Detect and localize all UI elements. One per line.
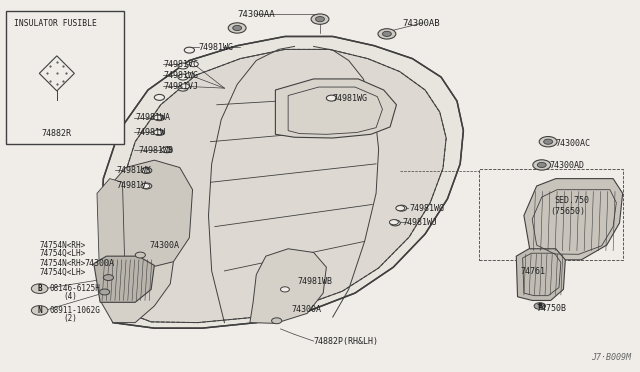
Text: 74300A: 74300A: [291, 305, 321, 314]
Circle shape: [154, 94, 164, 100]
Text: 74882P(RH&LH): 74882P(RH&LH): [314, 337, 379, 346]
Circle shape: [383, 31, 392, 36]
Circle shape: [316, 16, 324, 22]
Circle shape: [534, 303, 545, 310]
Text: 74981WG: 74981WG: [164, 71, 199, 80]
Polygon shape: [250, 249, 326, 323]
Text: 74300A: 74300A: [149, 241, 179, 250]
Circle shape: [180, 84, 189, 89]
Text: (2): (2): [64, 314, 77, 323]
Circle shape: [382, 31, 392, 37]
Polygon shape: [94, 256, 154, 302]
Text: 74981VC: 74981VC: [164, 60, 199, 69]
Circle shape: [232, 24, 243, 30]
Circle shape: [378, 29, 396, 39]
Circle shape: [540, 137, 557, 147]
Circle shape: [538, 162, 546, 167]
Text: J7·B009M: J7·B009M: [591, 353, 631, 362]
Text: 08911-1062G: 08911-1062G: [49, 306, 100, 315]
Circle shape: [233, 25, 242, 31]
Circle shape: [178, 63, 188, 69]
Polygon shape: [103, 160, 193, 268]
Polygon shape: [516, 249, 565, 301]
FancyBboxPatch shape: [6, 11, 124, 144]
Text: 74981WA: 74981WA: [135, 113, 170, 122]
Circle shape: [326, 95, 337, 101]
Circle shape: [311, 14, 329, 24]
Text: 74981W: 74981W: [135, 128, 165, 137]
Polygon shape: [275, 79, 396, 138]
Circle shape: [315, 16, 325, 22]
Circle shape: [184, 47, 195, 53]
Text: 74981VJ: 74981VJ: [164, 82, 199, 91]
Text: 74981WJ: 74981WJ: [403, 218, 438, 227]
Text: 74754Q<LH>: 74754Q<LH>: [40, 268, 86, 277]
Circle shape: [141, 167, 152, 173]
Text: 74981WG: 74981WG: [409, 203, 444, 213]
Text: (4): (4): [64, 292, 77, 301]
Polygon shape: [100, 249, 173, 323]
Text: 74981WB: 74981WB: [138, 147, 173, 155]
Text: 74300A: 74300A: [84, 259, 114, 268]
Text: N: N: [37, 306, 42, 315]
Circle shape: [141, 183, 150, 189]
Circle shape: [537, 161, 547, 167]
Circle shape: [271, 318, 282, 324]
Circle shape: [154, 129, 164, 135]
Text: 74754N<RH>: 74754N<RH>: [40, 241, 86, 250]
Circle shape: [189, 62, 198, 67]
Circle shape: [154, 115, 164, 121]
Text: (75650): (75650): [550, 206, 586, 216]
Text: B: B: [537, 303, 543, 309]
Circle shape: [31, 306, 48, 315]
Text: 74981WG: 74981WG: [333, 94, 368, 103]
Circle shape: [228, 23, 246, 33]
Circle shape: [533, 160, 550, 170]
Text: SED.750: SED.750: [554, 196, 589, 205]
Text: 74300AC: 74300AC: [556, 139, 591, 148]
Polygon shape: [117, 49, 446, 323]
Circle shape: [161, 147, 170, 153]
Circle shape: [135, 252, 145, 258]
Circle shape: [154, 115, 163, 120]
Circle shape: [178, 74, 188, 80]
Circle shape: [162, 147, 172, 153]
Text: 74981V: 74981V: [116, 182, 146, 190]
Text: 74754N<RH>: 74754N<RH>: [40, 259, 86, 268]
Text: 74761: 74761: [521, 267, 546, 276]
Text: 74750B: 74750B: [537, 304, 566, 313]
Polygon shape: [524, 179, 623, 260]
Circle shape: [141, 183, 152, 189]
Circle shape: [390, 219, 398, 225]
Circle shape: [141, 168, 150, 173]
Circle shape: [154, 130, 163, 135]
Circle shape: [396, 206, 404, 211]
Text: 74300AD: 74300AD: [549, 161, 584, 170]
Circle shape: [396, 205, 406, 211]
Circle shape: [103, 275, 113, 280]
Text: 74882R: 74882R: [42, 129, 72, 138]
Polygon shape: [97, 179, 125, 297]
Text: 74981WB: 74981WB: [298, 278, 333, 286]
Circle shape: [31, 284, 48, 294]
Circle shape: [543, 139, 553, 145]
Circle shape: [280, 287, 289, 292]
Circle shape: [100, 289, 109, 295]
Text: 74300AA: 74300AA: [237, 10, 275, 19]
Circle shape: [390, 220, 400, 226]
Circle shape: [543, 139, 552, 144]
Circle shape: [178, 85, 188, 91]
Polygon shape: [100, 36, 463, 328]
Text: 74981WG: 74981WG: [199, 43, 234, 52]
Text: 74754Q<LH>: 74754Q<LH>: [40, 250, 86, 259]
Text: 08146-6125H: 08146-6125H: [49, 284, 100, 293]
Text: 74300AB: 74300AB: [403, 19, 440, 28]
Circle shape: [186, 73, 195, 78]
Text: INSULATOR FUSIBLE: INSULATOR FUSIBLE: [14, 19, 97, 28]
Text: B: B: [37, 284, 42, 293]
Text: 74981WK: 74981WK: [116, 166, 151, 175]
